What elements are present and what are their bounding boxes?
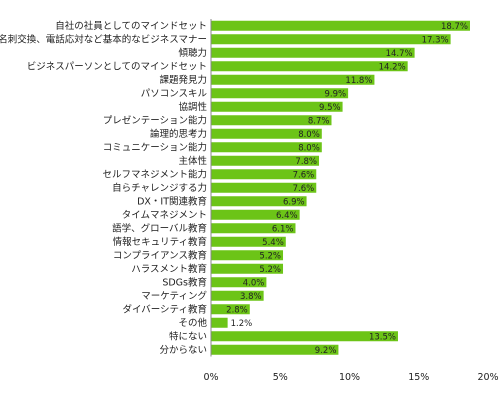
value-label: 18.7%: [441, 22, 468, 32]
bar: [211, 61, 408, 72]
value-label: 6.4%: [276, 211, 298, 221]
bar: [211, 74, 375, 85]
bar: [211, 196, 307, 207]
value-label: 14.7%: [386, 49, 413, 59]
category-label: DX・IT関連教育: [137, 196, 207, 208]
value-label: 8.0%: [298, 130, 320, 140]
bar: [211, 277, 267, 288]
category-label: 課題発見力: [159, 74, 207, 86]
value-labels-group: 18.7% 17.3% 14.7% 14.2% 11.8% 9.9% 9.5% 8.7% 8.0…: [226, 22, 468, 356]
value-label: 11.8%: [345, 76, 372, 86]
bar: [211, 88, 349, 99]
bar: [211, 20, 470, 31]
bar: [211, 344, 339, 355]
x-tick-label: 10%: [339, 372, 360, 383]
category-label: 特にない: [169, 331, 207, 343]
category-label: マーケティング: [141, 290, 207, 302]
bar: [211, 290, 264, 301]
category-label: 協調性: [178, 101, 207, 113]
x-tick-label: 5%: [273, 372, 288, 383]
value-label: 7.6%: [293, 184, 315, 194]
value-label: 13.5%: [369, 332, 396, 342]
x-tick-label: 0%: [203, 372, 218, 383]
value-label: 7.6%: [293, 170, 315, 180]
bar: [211, 331, 398, 342]
bars-group: [211, 20, 470, 355]
category-label: 語学、グローバル教育: [112, 223, 207, 235]
x-tick-labels-group: 0% 5% 10% 15% 20%: [203, 372, 498, 383]
x-tick-label: 20%: [477, 372, 498, 383]
category-label: その他: [178, 317, 207, 329]
category-label: ビジネスパーソンとしてのマインドセット: [27, 62, 207, 73]
category-label: プレゼンテーション能力: [103, 115, 207, 127]
category-label: コミュニケーション能力: [103, 142, 207, 154]
value-label: 5.2%: [259, 251, 281, 261]
value-label: 2.8%: [226, 305, 248, 315]
category-label: ハラスメント教育: [131, 263, 207, 275]
bar: [211, 223, 296, 234]
bar: [211, 209, 300, 220]
value-label: 9.9%: [325, 89, 347, 99]
value-label: 8.0%: [298, 143, 320, 153]
value-label: 5.4%: [262, 238, 284, 248]
category-label: セルフマネジメント能力: [102, 169, 207, 181]
category-labels-group: 自社の社員としてのマインドセット名刺交換、電話応対など基本的なビジネスマナー傾聴…: [0, 20, 207, 356]
value-label: 9.2%: [315, 346, 337, 356]
category-label: 主体性: [178, 155, 207, 167]
category-label: タイムマネジメント: [122, 210, 207, 221]
category-label: 情報セキュリティ教育: [113, 236, 207, 248]
category-label: 名刺交換、電話応対など基本的なビジネスマナー: [0, 34, 207, 46]
category-label: 傾聴力: [178, 47, 207, 59]
value-label: 17.3%: [422, 35, 449, 45]
bar: [211, 128, 322, 139]
bar: [211, 317, 228, 328]
bar: [211, 182, 317, 193]
bar: [211, 155, 320, 166]
value-label: 7.8%: [295, 157, 317, 167]
category-label: ダイバーシティ教育: [122, 304, 207, 316]
bar: [211, 47, 415, 58]
category-label: 論理的思考力: [150, 128, 207, 140]
bar: [211, 115, 332, 126]
value-label: 3.8%: [240, 292, 262, 302]
value-label: 6.9%: [283, 197, 305, 207]
bar: [211, 169, 317, 180]
value-label: 14.2%: [379, 62, 406, 72]
value-label: 9.5%: [319, 103, 341, 113]
bar: [211, 304, 250, 315]
bar: [211, 250, 284, 261]
category-label: 自らチャレンジする力: [112, 182, 207, 194]
value-label: 6.1%: [272, 224, 294, 234]
bar: [211, 263, 284, 274]
bar: [211, 142, 322, 153]
bar: [211, 34, 451, 45]
value-label: 8.7%: [308, 116, 330, 126]
bar: [211, 236, 286, 247]
value-label: 4.0%: [243, 278, 265, 288]
value-label: 5.2%: [259, 265, 281, 275]
category-label: パソコンスキル: [141, 89, 208, 100]
bar: [211, 101, 343, 112]
category-label: 分からない: [159, 345, 207, 356]
category-label: SDGs教育: [162, 277, 207, 289]
category-label: コンプライアンス教育: [113, 250, 207, 262]
value-label: 1.2%: [231, 319, 253, 329]
x-tick-label: 15%: [408, 372, 429, 383]
category-label: 自社の社員としてのマインドセット: [55, 20, 207, 32]
